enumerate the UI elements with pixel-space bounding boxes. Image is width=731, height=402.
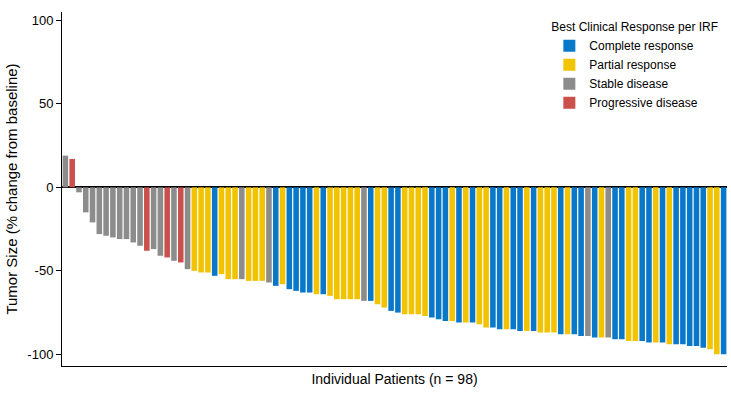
svg-text:0: 0 (46, 180, 53, 195)
svg-text:100: 100 (32, 13, 54, 28)
svg-text:50: 50 (39, 96, 53, 111)
svg-text:Partial response: Partial response (589, 58, 676, 72)
svg-text:Complete response: Complete response (589, 39, 693, 53)
svg-text:Best Clinical Response per IRF: Best Clinical Response per IRF (551, 20, 718, 34)
svg-text:-50: -50 (35, 263, 54, 278)
svg-text:-100: -100 (27, 347, 53, 362)
svg-text:Tumor Size (% change from base: Tumor Size (% change from baseline) (3, 63, 20, 314)
svg-text:Progressive disease: Progressive disease (589, 96, 697, 110)
svg-text:Individual Patients (n = 98): Individual Patients (n = 98) (311, 371, 477, 387)
svg-text:Stable disease: Stable disease (589, 77, 668, 91)
